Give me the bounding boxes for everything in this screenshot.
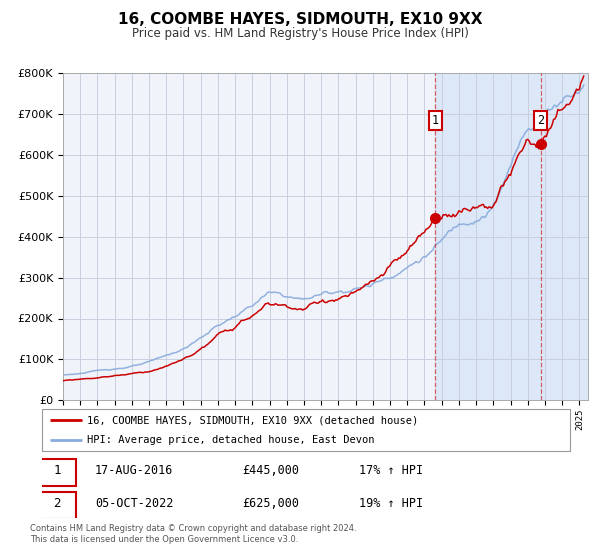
Text: This data is licensed under the Open Government Licence v3.0.: This data is licensed under the Open Gov… (30, 535, 298, 544)
Text: HPI: Average price, detached house, East Devon: HPI: Average price, detached house, East… (87, 435, 374, 445)
Text: Price paid vs. HM Land Registry's House Price Index (HPI): Price paid vs. HM Land Registry's House … (131, 27, 469, 40)
FancyBboxPatch shape (37, 492, 76, 519)
Text: 05-OCT-2022: 05-OCT-2022 (95, 497, 173, 510)
FancyBboxPatch shape (37, 459, 76, 486)
Bar (436, 73, 600, 400)
Text: 16, COOMBE HAYES, SIDMOUTH, EX10 9XX: 16, COOMBE HAYES, SIDMOUTH, EX10 9XX (118, 12, 482, 27)
Text: 2: 2 (53, 497, 61, 510)
Text: £625,000: £625,000 (242, 497, 299, 510)
Text: 16, COOMBE HAYES, SIDMOUTH, EX10 9XX (detached house): 16, COOMBE HAYES, SIDMOUTH, EX10 9XX (de… (87, 415, 418, 425)
Text: £445,000: £445,000 (242, 464, 299, 478)
Text: 1: 1 (53, 464, 61, 478)
FancyBboxPatch shape (42, 409, 570, 451)
Text: 1: 1 (432, 114, 439, 127)
Text: Contains HM Land Registry data © Crown copyright and database right 2024.: Contains HM Land Registry data © Crown c… (30, 524, 356, 533)
Text: 19% ↑ HPI: 19% ↑ HPI (359, 497, 423, 510)
Text: 2: 2 (537, 114, 544, 127)
Text: 17% ↑ HPI: 17% ↑ HPI (359, 464, 423, 478)
Text: 17-AUG-2016: 17-AUG-2016 (95, 464, 173, 478)
